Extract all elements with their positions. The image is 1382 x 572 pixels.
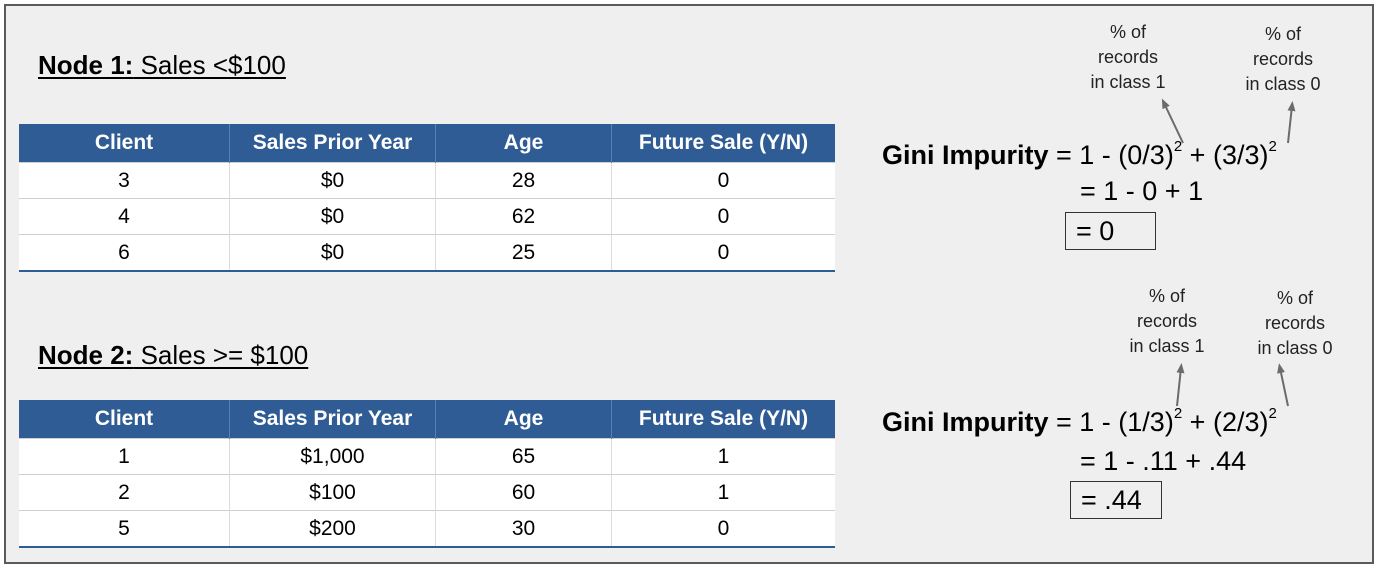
node2-title-bold: Node 2: (38, 340, 133, 370)
cell-client: 5 (19, 511, 230, 548)
gini-term-class0: (3/3) (1213, 140, 1269, 170)
column-header-age: Age (436, 124, 612, 163)
node1-gini-step: = 1 - 0 + 1 (1080, 176, 1203, 207)
cell-client: 2 (19, 475, 230, 511)
column-header-client: Client (19, 400, 230, 439)
table-row: 1 $1,000 65 1 (19, 439, 835, 475)
cell-age: 30 (436, 511, 612, 548)
gini-term-class1: (1/3) (1118, 407, 1174, 437)
gini-term-class0: (2/3) (1213, 407, 1269, 437)
column-header-future-sale: Future Sale (Y/N) (612, 124, 836, 163)
node2-title-condition: Sales >= $100 (133, 340, 308, 370)
cell-future-sale: 0 (612, 199, 836, 235)
cell-future-sale: 0 (612, 163, 836, 199)
node2-gini-formula: Gini Impurity = 1 - (1/3)2 + (2/3)2 (882, 405, 1277, 438)
cell-age: 65 (436, 439, 612, 475)
cell-sales: $0 (230, 199, 436, 235)
column-header-sales-prior-year: Sales Prior Year (230, 124, 436, 163)
node1-annotation-class1: % of records in class 1 (1068, 20, 1188, 95)
cell-future-sale: 0 (612, 235, 836, 272)
cell-client: 1 (19, 439, 230, 475)
cell-client: 6 (19, 235, 230, 272)
node1-title: Node 1: Sales <$100 (38, 50, 286, 81)
cell-sales: $200 (230, 511, 436, 548)
node1-title-bold: Node 1: (38, 50, 133, 80)
node1-annotation-class0: % of records in class 0 (1223, 22, 1343, 97)
cell-future-sale: 1 (612, 475, 836, 511)
cell-sales: $0 (230, 163, 436, 199)
table-row: 3 $0 28 0 (19, 163, 835, 199)
table-row: 4 $0 62 0 (19, 199, 835, 235)
gini-label: Gini Impurity (882, 407, 1049, 437)
table-row: 6 $0 25 0 (19, 235, 835, 272)
node2-gini-step: = 1 - .11 + .44 (1080, 446, 1246, 477)
table-row: 5 $200 30 0 (19, 511, 835, 548)
node2-annotation-class1: % of records in class 1 (1107, 284, 1227, 359)
cell-sales: $100 (230, 475, 436, 511)
node1-gini-result: = 0 (1065, 212, 1156, 250)
gini-term-class1: (0/3) (1118, 140, 1174, 170)
cell-sales: $1,000 (230, 439, 436, 475)
cell-age: 62 (436, 199, 612, 235)
cell-sales: $0 (230, 235, 436, 272)
cell-client: 4 (19, 199, 230, 235)
node2-annotation-class0: % of records in class 0 (1235, 286, 1355, 361)
node1-title-condition: Sales <$100 (133, 50, 286, 80)
column-header-future-sale: Future Sale (Y/N) (612, 400, 836, 439)
node2-gini-result: = .44 (1070, 481, 1162, 519)
node1-gini-formula: Gini Impurity = 1 - (0/3)2 + (3/3)2 (882, 138, 1277, 171)
cell-age: 25 (436, 235, 612, 272)
cell-future-sale: 0 (612, 511, 836, 548)
column-header-sales-prior-year: Sales Prior Year (230, 400, 436, 439)
node1-table: Client Sales Prior Year Age Future Sale … (19, 124, 835, 272)
cell-client: 3 (19, 163, 230, 199)
table-header-row: Client Sales Prior Year Age Future Sale … (19, 400, 835, 439)
cell-age: 28 (436, 163, 612, 199)
column-header-client: Client (19, 124, 230, 163)
node2-table: Client Sales Prior Year Age Future Sale … (19, 400, 835, 548)
node2-title: Node 2: Sales >= $100 (38, 340, 308, 371)
cell-future-sale: 1 (612, 439, 836, 475)
column-header-age: Age (436, 400, 612, 439)
cell-age: 60 (436, 475, 612, 511)
gini-label: Gini Impurity (882, 140, 1049, 170)
table-row: 2 $100 60 1 (19, 475, 835, 511)
table-header-row: Client Sales Prior Year Age Future Sale … (19, 124, 835, 163)
